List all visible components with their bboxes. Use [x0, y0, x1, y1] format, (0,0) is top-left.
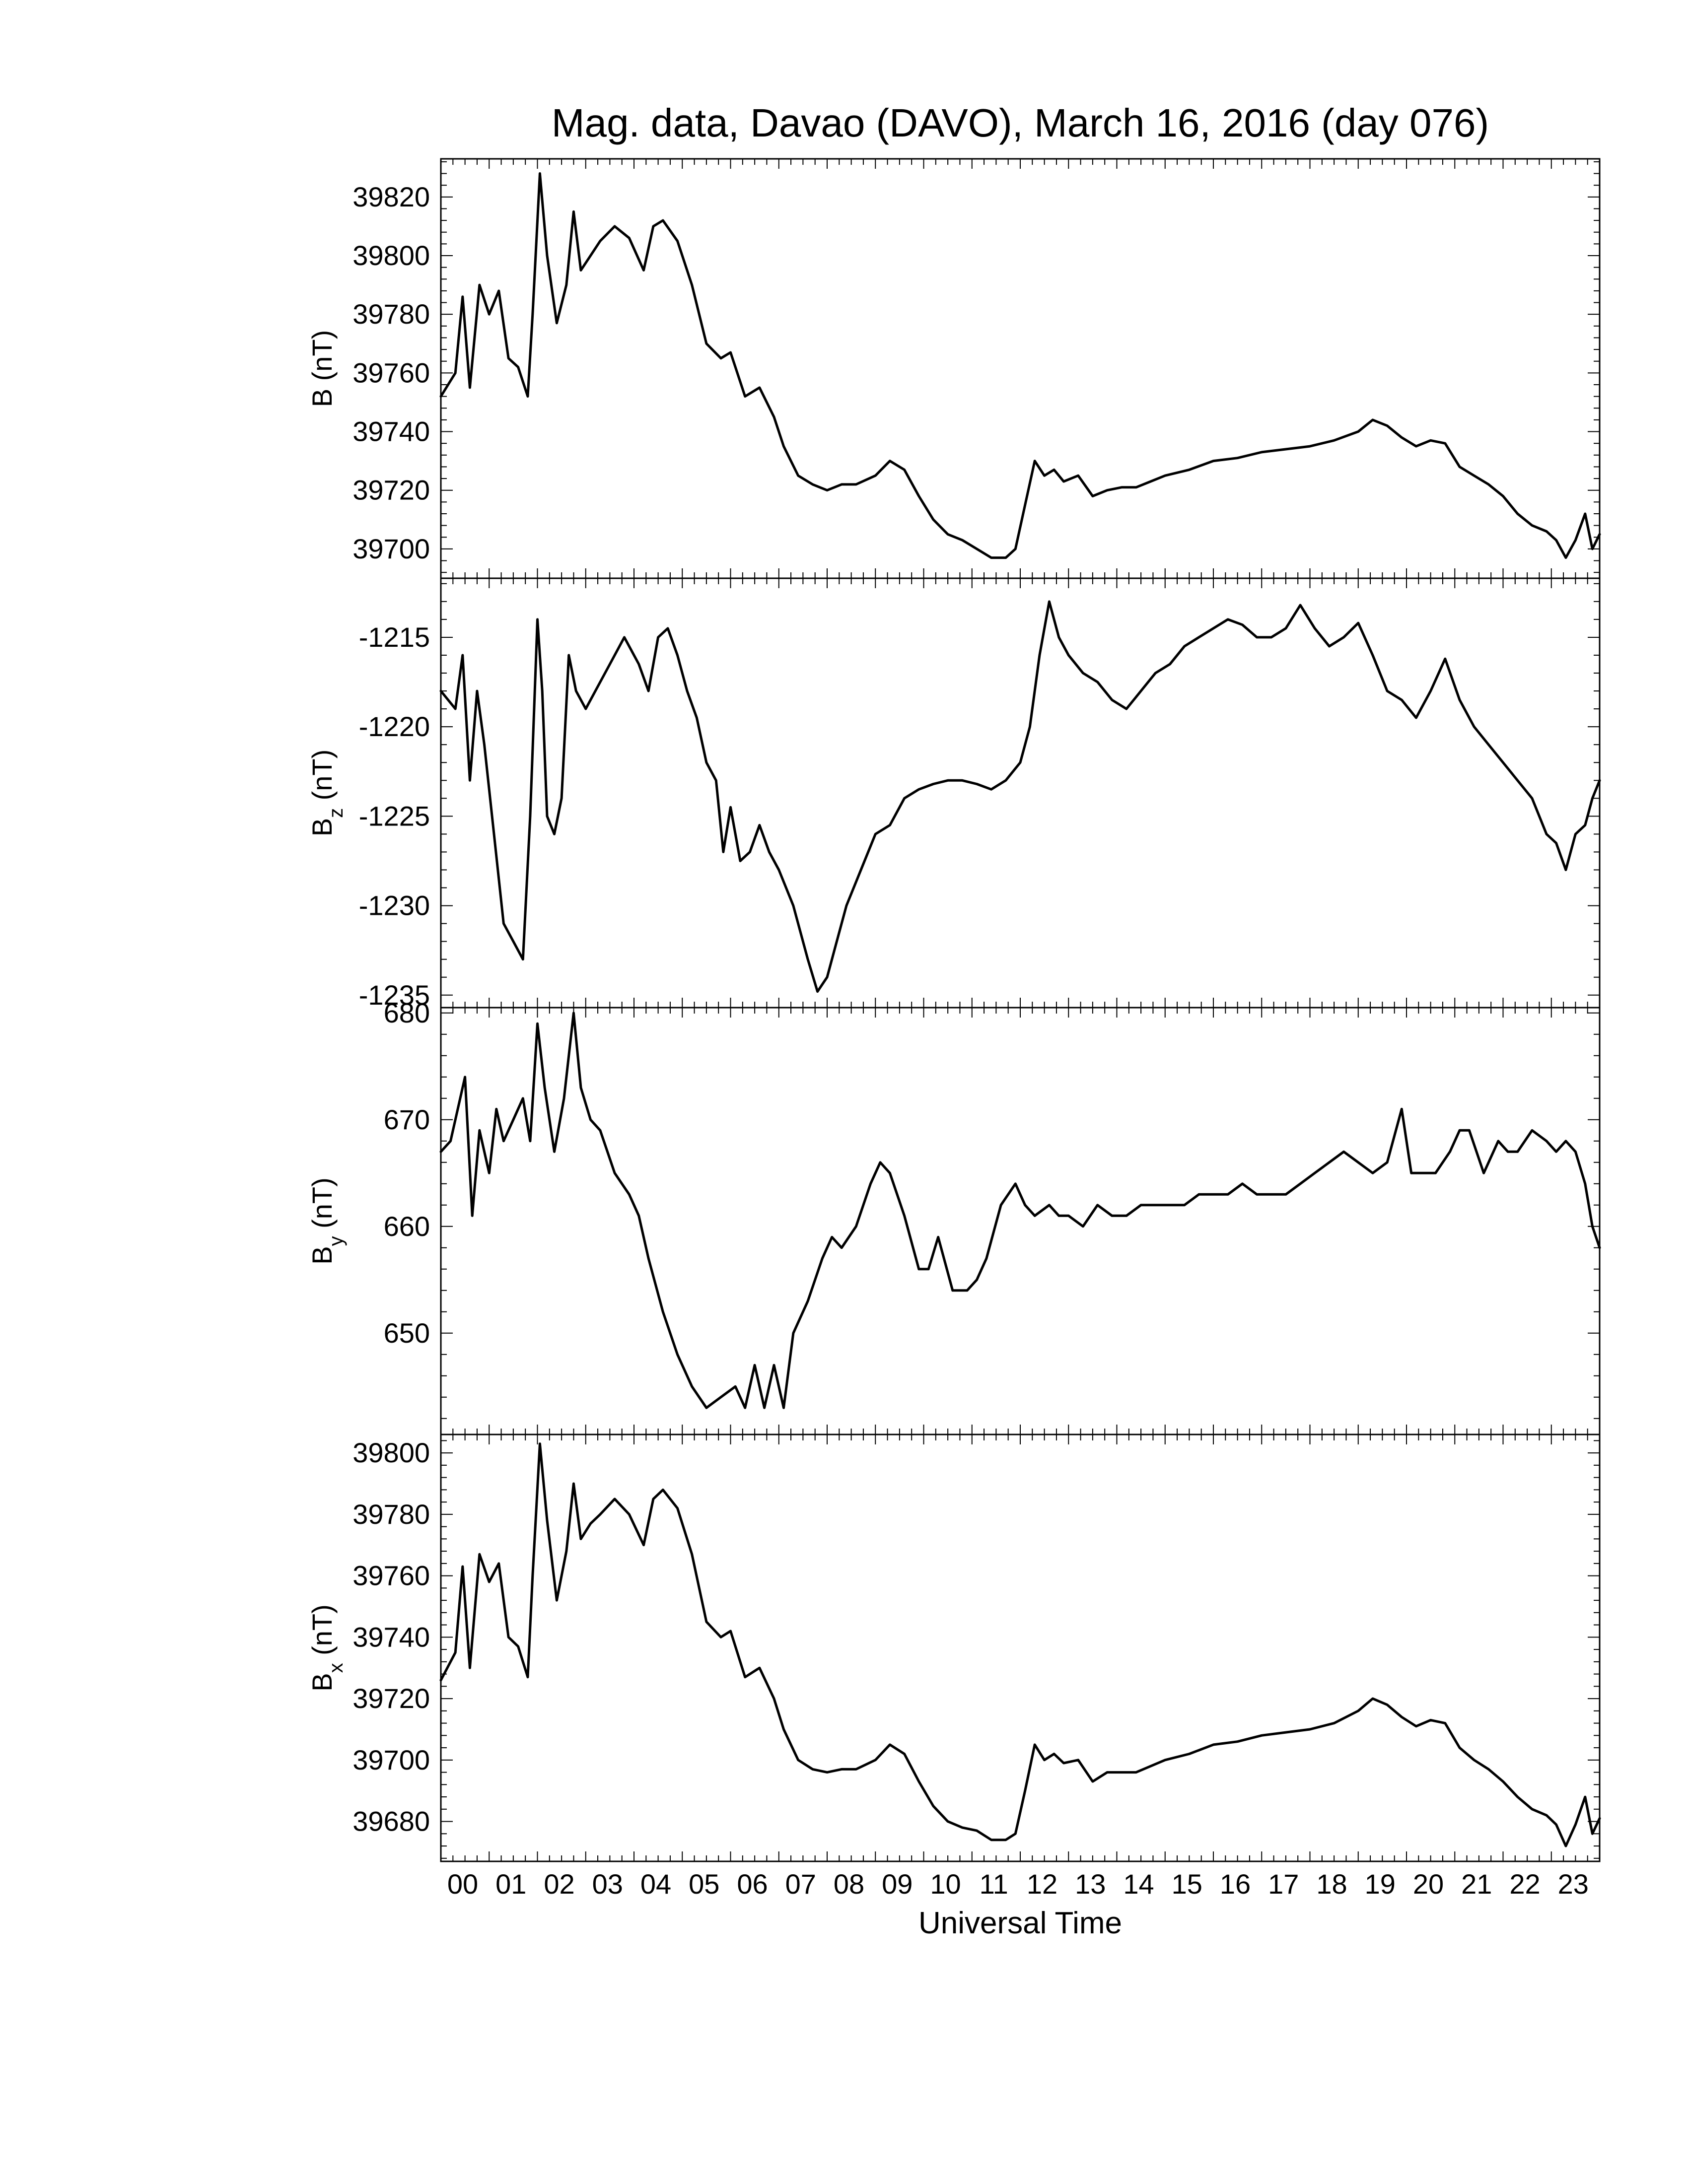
y-tick-label: 39800 — [352, 240, 430, 271]
x-tick-label: 00 — [447, 1868, 478, 1900]
y-tick-label: 39720 — [352, 1683, 430, 1714]
y-tick-label: -1220 — [359, 711, 430, 742]
y-tick-label: 680 — [384, 997, 430, 1028]
panel-1: -1215 -1220 -1225 -1230 -1235 Bz (nT) — [306, 577, 1601, 1011]
x-tick-label: 21 — [1461, 1868, 1492, 1900]
x-tick-label: 14 — [1123, 1868, 1154, 1900]
x-axis-label: Universal Time — [918, 1906, 1122, 1940]
x-tick-label: 07 — [785, 1868, 816, 1900]
series-line-1-0 — [439, 600, 1601, 993]
y-tick-label: 39680 — [352, 1806, 430, 1837]
chart-title: Mag. data, Davao (DAVO), March 16, 2016 … — [552, 101, 1489, 145]
x-tick-label: 08 — [834, 1868, 864, 1900]
y-tick-label: 39800 — [352, 1437, 430, 1468]
x-tick-label: 15 — [1172, 1868, 1202, 1900]
x-axis-tick-labels: 00 01 02 03 04 05 06 07 08 09 10 11 12 13 14 15 16 17 18 19… — [447, 1868, 1589, 1900]
y-tick-label: 39820 — [352, 181, 430, 212]
x-tick-label: 16 — [1220, 1868, 1251, 1900]
x-tick-label: 22 — [1509, 1868, 1540, 1900]
y-tick-label: -1225 — [359, 800, 430, 831]
y-tick-label: 670 — [384, 1104, 430, 1135]
panel-frame — [440, 1007, 1601, 1435]
x-tick-label: 12 — [1027, 1868, 1057, 1900]
panels-group: 39700 39720 39740 39760 39780 39800 39820 B (nT… — [306, 158, 1601, 1862]
y-axis-label: B (nT) — [306, 330, 338, 408]
x-tick-label: 19 — [1365, 1868, 1396, 1900]
y-tick-label: 39760 — [352, 1560, 430, 1591]
y-tick-label: 39780 — [352, 1499, 430, 1530]
y-tick-label: -1215 — [359, 621, 430, 653]
y-tick-label: -1230 — [359, 890, 430, 921]
x-tick-label: 01 — [495, 1868, 526, 1900]
y-tick-label: 39720 — [352, 475, 430, 506]
y-tick-label: 39700 — [352, 1744, 430, 1775]
x-tick-label: 06 — [737, 1868, 768, 1900]
panel-0: 39700 39720 39740 39760 39780 39800 39820 B (nT… — [306, 158, 1601, 579]
y-tick-label: 660 — [384, 1211, 430, 1242]
y-tick-label: 39760 — [352, 357, 430, 388]
y-tick-label: -1235 — [359, 979, 430, 1011]
x-tick-label: 10 — [930, 1868, 961, 1900]
x-tick-label: 05 — [689, 1868, 719, 1900]
x-tick-label: 18 — [1316, 1868, 1347, 1900]
y-tick-label: 39740 — [352, 1621, 430, 1652]
y-axis-label: Bx (nT) — [306, 1604, 347, 1692]
panel-frame — [440, 158, 1601, 579]
y-axis-label: Bz (nT) — [306, 750, 347, 837]
series-line-3-0 — [439, 1442, 1601, 1847]
x-tick-label: 23 — [1558, 1868, 1589, 1900]
x-tick-label: 20 — [1413, 1868, 1444, 1900]
x-tick-label: 17 — [1268, 1868, 1299, 1900]
panel-2: 650 660 670 680 By (nT) — [306, 997, 1601, 1435]
series-line-0-0 — [439, 172, 1601, 559]
panel-frame — [440, 577, 1601, 1009]
x-tick-label: 11 — [980, 1868, 1008, 1900]
y-tick-label: 39780 — [352, 298, 430, 330]
x-tick-label: 13 — [1075, 1868, 1106, 1900]
x-tick-label: 03 — [592, 1868, 623, 1900]
x-tick-label: 02 — [544, 1868, 574, 1900]
y-tick-label: 650 — [384, 1317, 430, 1349]
y-tick-label: 39700 — [352, 533, 430, 564]
y-axis-label: By (nT) — [306, 1177, 347, 1265]
panel-3: 39680 39700 39720 39740 39760 39780 39800 Bx (n… — [306, 1433, 1601, 1862]
y-tick-label: 39740 — [352, 416, 430, 447]
x-tick-label: 04 — [640, 1868, 671, 1900]
x-tick-label: 09 — [882, 1868, 913, 1900]
series-line-2-0 — [439, 1012, 1601, 1409]
